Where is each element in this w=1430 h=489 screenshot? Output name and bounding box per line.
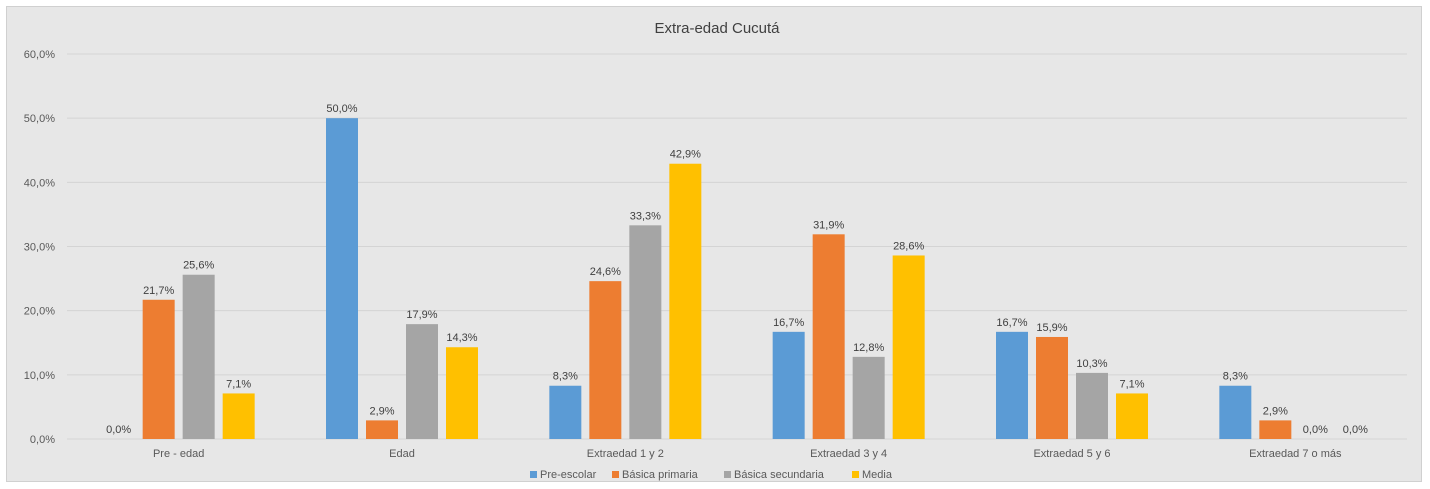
bar [669,163,702,439]
x-axis-categories: Pre - edad Edad Extraedad 1 y 2 Extraedad 3… [153,448,1342,460]
gridlines [67,53,1407,440]
y-axis-ticks: 0,0% 10,0% 20,0% 30,0% 40,0% 50,0% 60,0% [24,49,55,446]
bars [142,118,1292,440]
y-tick-label: 40,0% [24,177,55,189]
bar [182,274,215,439]
data-label: 28,6% [893,240,924,252]
data-label: 31,9% [813,219,844,231]
bar [366,420,398,439]
chart-frame: Extra-edad Cucutá 0,0% 10,0% 20,0% 30,0% 40,… [6,6,1422,482]
data-label: 0,0% [106,424,131,436]
bar [549,385,582,439]
data-label: 42,9% [670,149,701,161]
data-label: 0,0% [1343,424,1368,436]
data-label: 50,0% [326,103,357,115]
data-label: 10,3% [1076,358,1107,370]
data-label: 24,6% [590,266,621,278]
legend-swatch[interactable] [724,471,731,478]
bar [812,234,845,439]
bar [892,255,925,439]
legend-label[interactable]: Básica secundaria [734,469,825,481]
bar [1116,393,1148,439]
data-label: 2,9% [1263,405,1288,417]
y-tick-label: 0,0% [30,434,55,446]
bar [446,347,478,439]
bar [996,331,1028,439]
data-labels: 0,0% 21,7% 25,6% 7,1% 50,0% 2,9% 17,9% 14,3% 8,3… [106,103,1368,436]
bar [222,393,255,439]
bar [1036,336,1068,439]
y-tick-label: 30,0% [24,242,55,254]
y-tick-label: 20,0% [24,306,55,318]
bar [326,118,358,440]
bar [1076,372,1108,439]
legend-swatch[interactable] [530,471,537,478]
y-tick-label: 10,0% [24,370,55,382]
data-label: 7,1% [1119,378,1144,390]
bar-chart: Extra-edad Cucutá 0,0% 10,0% 20,0% 30,0% 40,… [24,20,1407,481]
category-label: Pre - edad [153,448,204,460]
data-label: 7,1% [226,378,251,390]
category-label: Extraedad 3 y 4 [810,448,887,460]
category-label: Extraedad 5 y 6 [1033,448,1110,460]
data-label: 21,7% [143,285,174,297]
data-label: 16,7% [773,317,804,329]
data-label: 12,8% [853,342,884,354]
y-tick-label: 50,0% [24,113,55,125]
category-label: Extraedad 7 o más [1249,448,1342,460]
data-label: 25,6% [183,260,214,272]
data-label: 14,3% [446,332,477,344]
legend[interactable]: Pre-escolar Básica primaria Básica secunda… [530,469,893,481]
data-label: 8,3% [553,371,578,383]
bar [142,299,175,439]
bar [629,225,662,439]
bar [772,331,805,439]
category-label: Edad [389,448,415,460]
bar [852,356,885,439]
legend-label[interactable]: Pre-escolar [540,469,597,481]
bar [589,281,622,439]
y-tick-label: 60,0% [24,49,55,61]
category-label: Extraedad 1 y 2 [587,448,664,460]
bar [1219,385,1252,439]
data-label: 15,9% [1036,322,1067,334]
legend-label[interactable]: Media [862,469,893,481]
data-label: 2,9% [369,405,394,417]
bar [1259,420,1292,439]
data-label: 16,7% [996,317,1027,329]
data-label: 17,9% [406,309,437,321]
legend-label[interactable]: Básica primaria [622,469,699,481]
chart-title: Extra-edad Cucutá [654,20,780,37]
bar [406,324,438,439]
data-label: 8,3% [1223,371,1248,383]
legend-swatch[interactable] [612,471,619,478]
data-label: 33,3% [630,210,661,222]
legend-swatch[interactable] [852,471,859,478]
data-label: 0,0% [1303,424,1328,436]
